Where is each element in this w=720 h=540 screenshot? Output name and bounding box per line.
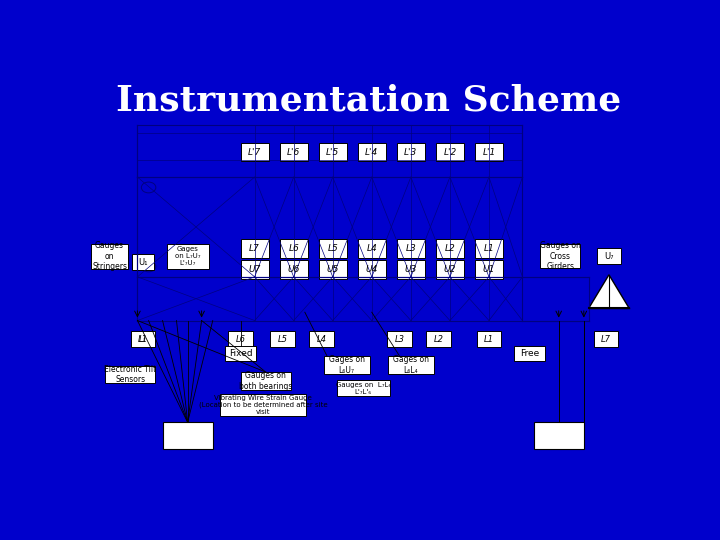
FancyBboxPatch shape — [167, 244, 209, 268]
Polygon shape — [589, 275, 629, 308]
FancyBboxPatch shape — [436, 260, 464, 279]
FancyBboxPatch shape — [514, 346, 545, 361]
FancyBboxPatch shape — [279, 260, 307, 279]
Text: L1: L1 — [484, 335, 494, 344]
FancyBboxPatch shape — [131, 331, 156, 347]
Text: L'2: L'2 — [444, 147, 456, 157]
Text: L'7: L'7 — [248, 147, 261, 157]
Text: L1: L1 — [484, 244, 495, 253]
Text: L2: L2 — [444, 244, 455, 253]
Text: L5: L5 — [277, 335, 287, 344]
FancyBboxPatch shape — [220, 394, 306, 416]
FancyBboxPatch shape — [358, 260, 386, 279]
Text: Gauges on  L₇L₆
L'₇L'₆: Gauges on L₇L₆ L'₇L'₆ — [336, 382, 391, 395]
Text: L'1: L'1 — [482, 147, 495, 157]
FancyBboxPatch shape — [279, 143, 307, 161]
Text: Electronic Tilt
Sensors: Electronic Tilt Sensors — [104, 365, 156, 384]
Text: Gages on
L₆U₇: Gages on L₆U₇ — [328, 355, 365, 375]
FancyBboxPatch shape — [279, 239, 307, 258]
Text: U2: U2 — [444, 265, 456, 274]
Text: L2: L2 — [433, 335, 444, 344]
FancyBboxPatch shape — [337, 380, 390, 396]
Text: U7: U7 — [248, 265, 261, 274]
FancyBboxPatch shape — [534, 422, 584, 449]
FancyBboxPatch shape — [240, 372, 291, 389]
FancyBboxPatch shape — [240, 143, 269, 161]
FancyBboxPatch shape — [475, 143, 503, 161]
Text: Gauges
on
Stringers: Gauges on Stringers — [92, 241, 127, 271]
Text: Fixed: Fixed — [229, 349, 253, 358]
Text: Gauges on
both bearings: Gauges on both bearings — [239, 371, 292, 390]
Text: L₁: L₁ — [139, 335, 147, 344]
FancyBboxPatch shape — [228, 331, 253, 347]
FancyBboxPatch shape — [319, 260, 347, 279]
Text: L5: L5 — [328, 244, 338, 253]
Text: L4: L4 — [366, 244, 377, 253]
Text: L4: L4 — [317, 335, 327, 344]
FancyBboxPatch shape — [240, 260, 269, 279]
FancyBboxPatch shape — [105, 366, 156, 383]
Text: U6: U6 — [287, 265, 300, 274]
FancyBboxPatch shape — [358, 239, 386, 258]
FancyBboxPatch shape — [319, 239, 347, 258]
Text: U1: U1 — [483, 265, 495, 274]
FancyBboxPatch shape — [436, 239, 464, 258]
FancyBboxPatch shape — [477, 331, 501, 347]
FancyBboxPatch shape — [475, 260, 503, 279]
Text: Free: Free — [520, 349, 539, 358]
FancyBboxPatch shape — [131, 331, 156, 347]
FancyBboxPatch shape — [388, 356, 433, 374]
Text: L6: L6 — [235, 335, 246, 344]
Text: L3: L3 — [395, 335, 405, 344]
FancyBboxPatch shape — [387, 331, 412, 347]
Text: Gages
on L₇U₇
L'₇U₇: Gages on L₇U₇ L'₇U₇ — [175, 246, 200, 266]
Text: Instrumentation Scheme: Instrumentation Scheme — [117, 83, 621, 117]
FancyBboxPatch shape — [540, 244, 580, 268]
Text: U₇: U₇ — [604, 252, 613, 261]
FancyBboxPatch shape — [397, 239, 425, 258]
Text: U3: U3 — [405, 265, 417, 274]
FancyBboxPatch shape — [426, 331, 451, 347]
Text: U5: U5 — [327, 265, 339, 274]
FancyBboxPatch shape — [358, 143, 386, 161]
FancyBboxPatch shape — [240, 239, 269, 258]
FancyBboxPatch shape — [594, 331, 618, 347]
FancyBboxPatch shape — [324, 356, 369, 374]
FancyBboxPatch shape — [270, 331, 294, 347]
FancyBboxPatch shape — [132, 254, 154, 270]
FancyBboxPatch shape — [163, 422, 213, 449]
FancyBboxPatch shape — [397, 143, 425, 161]
Text: Vibrating Wire Strain Gauge
(Location to be determined after site
visit: Vibrating Wire Strain Gauge (Location to… — [199, 395, 328, 415]
Text: L3: L3 — [405, 244, 416, 253]
Text: L6: L6 — [288, 244, 299, 253]
Text: L7: L7 — [249, 244, 260, 253]
FancyBboxPatch shape — [319, 143, 347, 161]
Text: Gages on
L₆L₄: Gages on L₆L₄ — [393, 355, 429, 375]
Text: Gauges on
Cross
Girders: Gauges on Cross Girders — [540, 241, 581, 271]
FancyBboxPatch shape — [436, 143, 464, 161]
FancyBboxPatch shape — [225, 346, 256, 361]
Text: U4: U4 — [366, 265, 378, 274]
Text: L'6: L'6 — [287, 147, 300, 157]
Text: U₁: U₁ — [138, 258, 148, 267]
Text: L'5: L'5 — [326, 147, 339, 157]
FancyBboxPatch shape — [310, 331, 334, 347]
FancyBboxPatch shape — [397, 260, 425, 279]
Text: L1: L1 — [138, 335, 148, 344]
FancyBboxPatch shape — [475, 239, 503, 258]
Text: L7: L7 — [601, 335, 611, 344]
Text: L'4: L'4 — [365, 147, 379, 157]
Text: L'3: L'3 — [404, 147, 418, 157]
FancyBboxPatch shape — [597, 248, 621, 265]
FancyBboxPatch shape — [91, 244, 127, 268]
